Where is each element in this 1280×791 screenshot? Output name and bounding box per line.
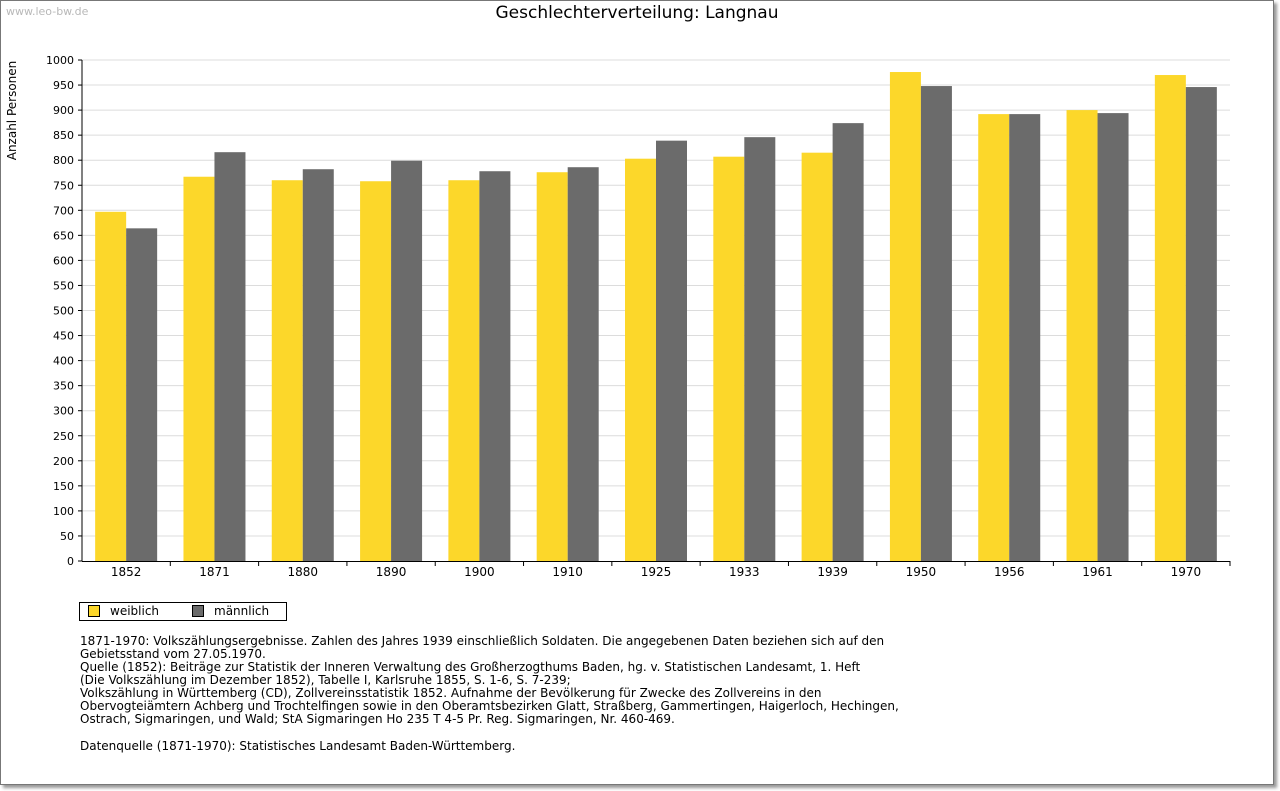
- x-tick-label: 1871: [199, 565, 230, 579]
- x-tick-label: 1900: [464, 565, 495, 579]
- bar-weiblich: [625, 158, 656, 561]
- y-tick-label: 900: [53, 104, 74, 117]
- footnote-line: Quelle (1852): Beiträge zur Statistik de…: [80, 660, 861, 674]
- footnote-line: 1871-1970: Volkszählungsergebnisse. Zahl…: [80, 634, 885, 648]
- legend-swatch-maennlich: [192, 605, 204, 617]
- watermark: www.leo-bw.de: [6, 5, 89, 18]
- bar-maennlich: [479, 171, 511, 562]
- x-tick-label: 1925: [641, 565, 672, 579]
- y-tick-label: 150: [53, 480, 74, 493]
- bar-weiblich: [448, 180, 480, 562]
- y-tick-label: 850: [53, 129, 74, 142]
- bar-maennlich: [391, 160, 423, 562]
- footnote-line: Obervogteiämtern Achberg und Trochtelfin…: [80, 699, 899, 713]
- bar-maennlich: [656, 140, 687, 561]
- x-tick-label: 1852: [111, 565, 142, 579]
- x-tick-label: 1956: [994, 565, 1025, 579]
- bar-weiblich: [978, 114, 1010, 561]
- y-tick-label: 700: [53, 204, 74, 217]
- legend-label-weiblich: weiblich: [110, 604, 160, 618]
- y-tick-label: 400: [53, 355, 74, 368]
- footnote-line: Ostrach, Sigmaringen, und Wald; StA Sigm…: [80, 712, 675, 726]
- bar-weiblich: [713, 156, 745, 561]
- y-tick-label: 50: [60, 530, 74, 543]
- y-tick-label: 200: [53, 455, 74, 468]
- y-tick-label: 100: [53, 505, 74, 518]
- chart-title: Geschlechterverteilung: Langnau: [495, 3, 779, 23]
- legend-label-maennlich: männlich: [214, 604, 270, 618]
- y-tick-label: 650: [53, 229, 74, 242]
- bar-maennlich: [1185, 87, 1217, 561]
- y-tick-label: 550: [53, 279, 74, 292]
- bar-weiblich: [360, 181, 392, 561]
- bar-weiblich: [1154, 75, 1186, 561]
- bar-maennlich: [567, 167, 599, 562]
- bar-maennlich: [214, 152, 246, 561]
- y-tick-label: 950: [53, 79, 74, 92]
- y-tick-label: 250: [53, 430, 74, 443]
- bar-chart: 0 50 100 150 200 250 300 350 400 450 500 550 600 650 7…: [5, 54, 1231, 579]
- y-tick-label: 450: [53, 330, 74, 343]
- bar-maennlich: [832, 123, 864, 561]
- bar-maennlich: [1097, 113, 1129, 561]
- legend: weiblich männlich: [79, 602, 287, 621]
- bar-weiblich: [271, 180, 303, 562]
- bar-maennlich: [744, 137, 776, 562]
- legend-item-weiblich: weiblich: [88, 604, 159, 618]
- bar-weiblich: [536, 172, 568, 561]
- bar-weiblich: [183, 176, 215, 561]
- bar-maennlich: [302, 169, 334, 561]
- legend-swatch-weiblich: [88, 605, 100, 617]
- x-tick-label: 1961: [1082, 565, 1113, 579]
- x-tick-label: 1950: [906, 565, 937, 579]
- footnote-line: Volkszählung in Württemberg (CD), Zollve…: [80, 686, 822, 700]
- y-tick-label: 750: [53, 179, 74, 192]
- bar-maennlich: [126, 228, 158, 561]
- footnotes: 1871-1970: Volkszählungsergebnisse. Zahl…: [80, 635, 900, 726]
- x-tick-label: 1970: [1171, 565, 1202, 579]
- data-source: Datenquelle (1871-1970): Statistisches L…: [80, 739, 516, 753]
- y-tick-label: 1000: [46, 54, 74, 67]
- bar-maennlich: [920, 86, 952, 561]
- y-tick-label: 500: [53, 305, 74, 318]
- bar-weiblich: [889, 72, 921, 562]
- bar-weiblich: [1066, 110, 1098, 561]
- x-tick-label: 1933: [729, 565, 760, 579]
- legend-item-maennlich: männlich: [192, 604, 269, 618]
- y-tick-label: 350: [53, 380, 74, 393]
- y-axis-label: Anzahl Personen: [5, 61, 19, 161]
- footnote-line: Gebietsstand vom 27.05.1970.: [80, 647, 266, 661]
- y-tick-label: 300: [53, 405, 74, 418]
- bar-maennlich: [1009, 114, 1041, 561]
- x-tick-label: 1910: [552, 565, 583, 579]
- x-tick-label: 1939: [817, 565, 848, 579]
- x-tick-label: 1890: [376, 565, 407, 579]
- y-tick-label: 0: [67, 555, 74, 568]
- y-tick-label: 600: [53, 254, 74, 267]
- footnote-line: (Die Volkszählung im Dezember 1852), Tab…: [80, 673, 571, 687]
- y-tick-label: 800: [53, 154, 74, 167]
- bar-weiblich: [95, 211, 127, 562]
- x-tick-label: 1880: [287, 565, 318, 579]
- bar-weiblich: [801, 152, 833, 561]
